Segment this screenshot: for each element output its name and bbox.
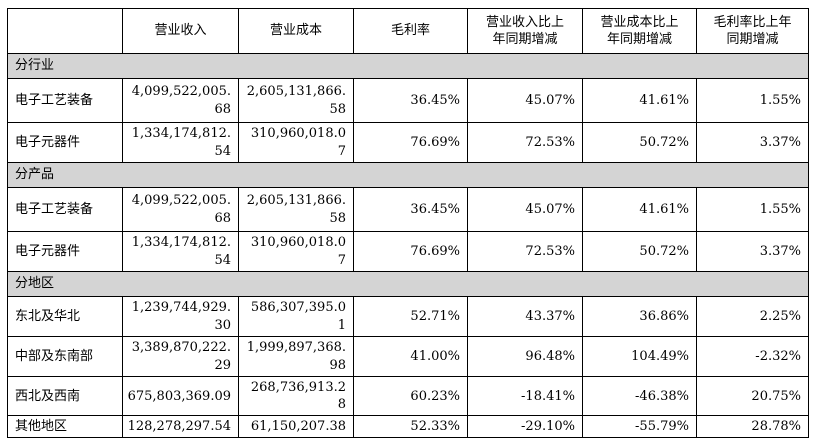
gross-margin-cell: 76.69% — [353, 231, 468, 272]
section-row-product: 分产品 — [7, 162, 809, 188]
margin-yoy-cell: 1.55% — [696, 187, 809, 232]
revenue-yoy-cell: 45.07% — [467, 187, 583, 232]
gross-margin-cell: 36.45% — [353, 78, 468, 123]
revenue-cell: 4,099,522,005. 68 — [122, 187, 239, 232]
table-row: 电子工艺装备 4,099,522,005. 68 2,605,131,866. 58… — [7, 187, 809, 232]
table-row: 其他地区 128,278,297.54 61,150,207.38 52.33%… — [7, 415, 809, 438]
row-label: 其他地区 — [7, 415, 123, 438]
section-row-region: 分地区 — [7, 271, 809, 297]
margin-yoy-cell: 28.78% — [696, 415, 809, 438]
cost-yoy-cell: 41.61% — [582, 187, 697, 232]
margin-yoy-cell: 3.37% — [696, 231, 809, 272]
cost-yoy-cell: 50.72% — [582, 231, 697, 272]
revenue-yoy-cell: 72.53% — [467, 231, 583, 272]
gross-margin-cell: 41.00% — [353, 336, 468, 377]
margin-yoy-cell: 3.37% — [696, 122, 809, 163]
section-header: 分产品 — [7, 162, 809, 188]
revenue-yoy-cell: -29.10% — [467, 415, 583, 438]
row-label: 电子元器件 — [7, 122, 123, 163]
cost-cell: 586,307,395.01 — [238, 296, 354, 337]
table-row: 电子元器件 1,334,174,812. 54 310,960,018.07 76… — [7, 231, 809, 272]
financial-segment-table: 营业收入 营业成本 毛利率 营业收入比上 年同期增减 营业成本比上 年同期增减 … — [7, 8, 809, 438]
table-row: 电子元器件 1,334,174,812. 54 310,960,018.07 76… — [7, 122, 809, 163]
table-row: 东北及华北 1,239,744,929. 30 586,307,395.01 52… — [7, 296, 809, 337]
gross-margin-cell: 52.33% — [353, 415, 468, 438]
column-header-revenue-yoy: 营业收入比上 年同期增减 — [467, 8, 583, 54]
revenue-cell: 675,803,369.09 — [122, 375, 239, 417]
gross-margin-cell: 36.45% — [353, 187, 468, 232]
cost-yoy-cell: 104.49% — [582, 336, 697, 377]
gross-margin-cell: 76.69% — [353, 122, 468, 163]
cost-cell: 1,999,897,368. 98 — [238, 336, 354, 377]
table-row: 电子工艺装备 4,099,522,005. 68 2,605,131,866. 58… — [7, 78, 809, 123]
margin-yoy-cell: 1.55% — [696, 78, 809, 123]
cost-yoy-cell: -46.38% — [582, 375, 697, 417]
section-header: 分行业 — [7, 53, 809, 79]
cost-cell: 268,736,913.28 — [238, 375, 354, 417]
revenue-cell: 1,239,744,929. 30 — [122, 296, 239, 337]
gross-margin-cell: 60.23% — [353, 375, 468, 417]
column-header-empty — [7, 8, 123, 54]
revenue-cell: 4,099,522,005. 68 — [122, 78, 239, 123]
margin-yoy-cell: 2.25% — [696, 296, 809, 337]
row-label: 电子工艺装备 — [7, 78, 123, 123]
revenue-yoy-cell: 45.07% — [467, 78, 583, 123]
section-row-industry: 分行业 — [7, 53, 809, 79]
revenue-cell: 128,278,297.54 — [122, 415, 239, 438]
row-label: 电子工艺装备 — [7, 187, 123, 232]
table-row: 中部及东南部 3,389,870,222. 29 1,999,897,368. 98… — [7, 336, 809, 377]
revenue-yoy-cell: 72.53% — [467, 122, 583, 163]
cost-cell: 2,605,131,866. 58 — [238, 187, 354, 232]
revenue-yoy-cell: -18.41% — [467, 375, 583, 417]
cost-cell: 2,605,131,866. 58 — [238, 78, 354, 123]
row-label: 东北及华北 — [7, 296, 123, 337]
row-label: 电子元器件 — [7, 231, 123, 272]
header-row: 营业收入 营业成本 毛利率 营业收入比上 年同期增减 营业成本比上 年同期增减 … — [7, 8, 809, 54]
revenue-yoy-cell: 43.37% — [467, 296, 583, 337]
cost-cell: 310,960,018.07 — [238, 122, 354, 163]
gross-margin-cell: 52.71% — [353, 296, 468, 337]
cost-yoy-cell: 50.72% — [582, 122, 697, 163]
column-header-gross-margin: 毛利率 — [353, 8, 468, 54]
margin-yoy-cell: 20.75% — [696, 375, 809, 417]
margin-yoy-cell: -2.32% — [696, 336, 809, 377]
section-header: 分地区 — [7, 271, 809, 297]
row-label: 中部及东南部 — [7, 336, 123, 377]
revenue-cell: 1,334,174,812. 54 — [122, 231, 239, 272]
revenue-cell: 3,389,870,222. 29 — [122, 336, 239, 377]
cost-cell: 310,960,018.07 — [238, 231, 354, 272]
row-label: 西北及西南 — [7, 375, 123, 417]
cost-yoy-cell: -55.79% — [582, 415, 697, 438]
cost-yoy-cell: 41.61% — [582, 78, 697, 123]
column-header-cost: 营业成本 — [238, 8, 354, 54]
revenue-cell: 1,334,174,812. 54 — [122, 122, 239, 163]
revenue-yoy-cell: 96.48% — [467, 336, 583, 377]
column-header-margin-yoy: 毛利率比上年 同期增减 — [696, 8, 809, 54]
table-row: 西北及西南 675,803,369.09 268,736,913.28 60.2… — [7, 375, 809, 417]
column-header-revenue: 营业收入 — [122, 8, 239, 54]
column-header-cost-yoy: 营业成本比上 年同期增减 — [582, 8, 697, 54]
cost-cell: 61,150,207.38 — [238, 415, 354, 438]
cost-yoy-cell: 36.86% — [582, 296, 697, 337]
